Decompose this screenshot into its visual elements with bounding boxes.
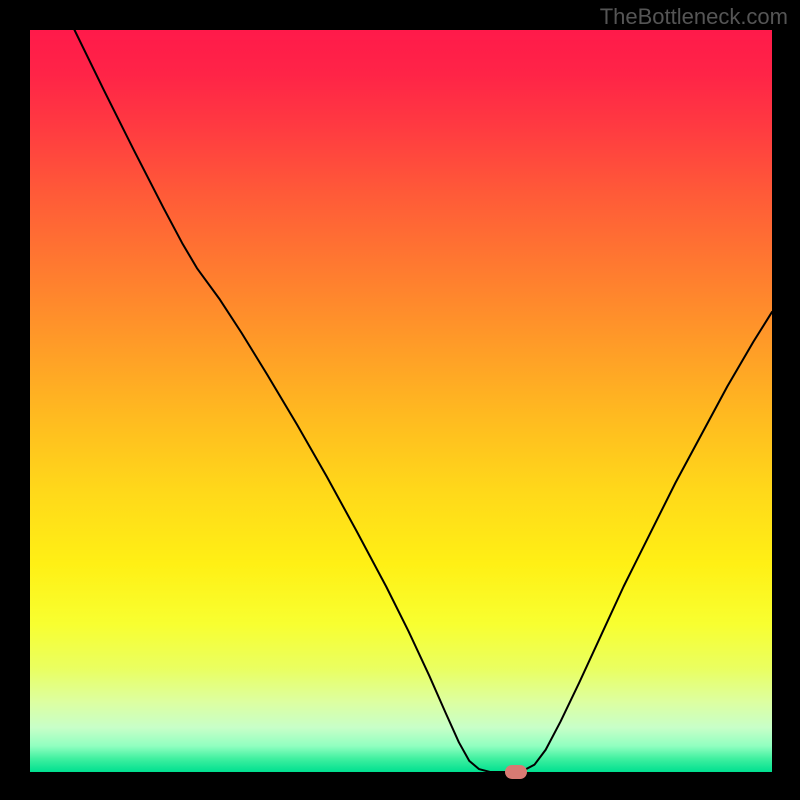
optimum-marker bbox=[505, 765, 527, 779]
plot-background bbox=[30, 30, 772, 772]
bottleneck-curve-plot bbox=[30, 30, 772, 772]
watermark-text: TheBottleneck.com bbox=[600, 4, 788, 30]
chart-container: TheBottleneck.com bbox=[0, 0, 800, 800]
